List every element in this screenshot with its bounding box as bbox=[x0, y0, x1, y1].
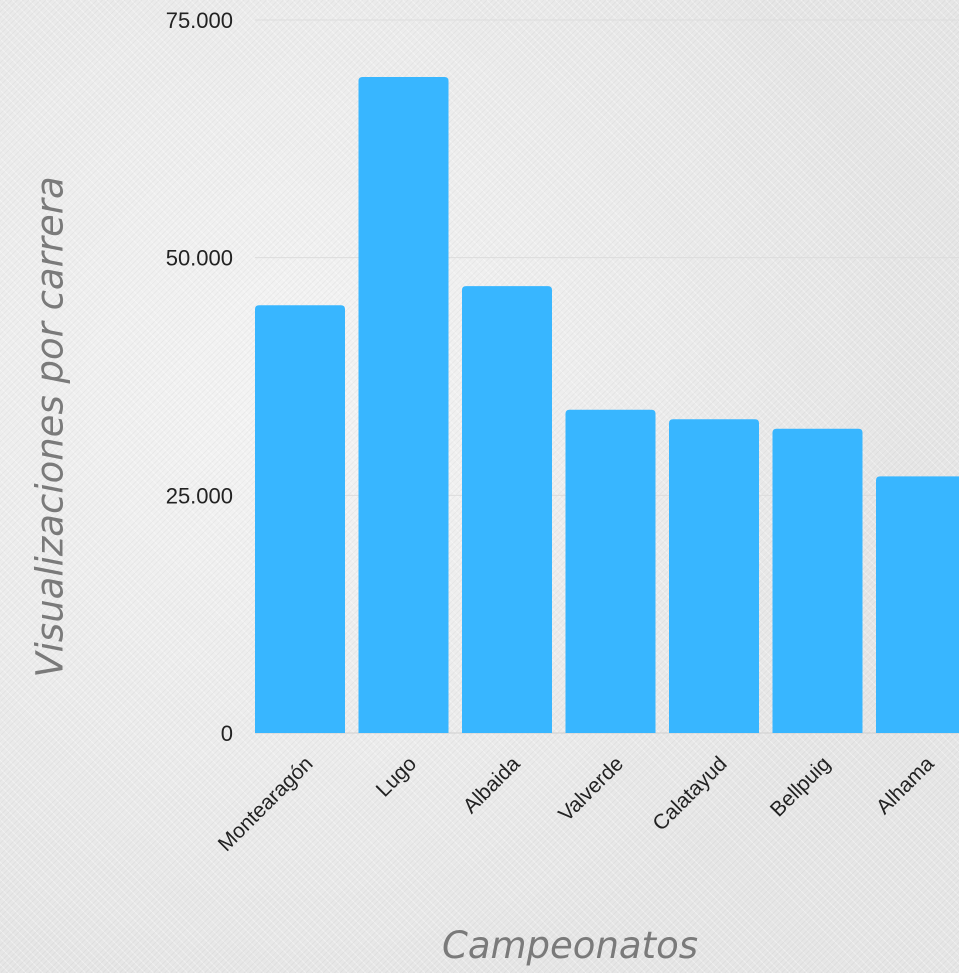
x-category-label: Albaida bbox=[459, 752, 525, 818]
bar bbox=[772, 428, 863, 733]
y-axis-title: Visualizaciones por carrera bbox=[29, 176, 72, 677]
x-axis-title: Campeonatos bbox=[442, 924, 698, 967]
x-category-label: Montearagón bbox=[214, 752, 318, 856]
x-category-label: Valverde bbox=[554, 752, 628, 826]
y-tick-label: 25.000 bbox=[166, 483, 233, 508]
bars bbox=[255, 77, 959, 734]
bar bbox=[255, 305, 345, 733]
y-tick-labels: 0 25.000 50.000 75.000 bbox=[166, 8, 233, 746]
x-category-label: Lugo bbox=[372, 752, 421, 801]
bar bbox=[462, 286, 552, 733]
bar bbox=[669, 419, 759, 733]
x-category-label: Calatayud bbox=[648, 752, 731, 835]
bar bbox=[565, 409, 656, 733]
x-category-label: Bellpuig bbox=[766, 752, 835, 821]
bar bbox=[876, 476, 959, 733]
y-tick-label: 75.000 bbox=[166, 8, 233, 33]
x-category-labels: Montearagón Lugo Albaida Valverde Calatayud B… bbox=[214, 752, 939, 856]
y-tick-label: 0 bbox=[221, 721, 233, 746]
x-category-label: Alhama bbox=[872, 752, 939, 819]
bar bbox=[358, 77, 449, 734]
y-tick-label: 50.000 bbox=[166, 246, 233, 271]
